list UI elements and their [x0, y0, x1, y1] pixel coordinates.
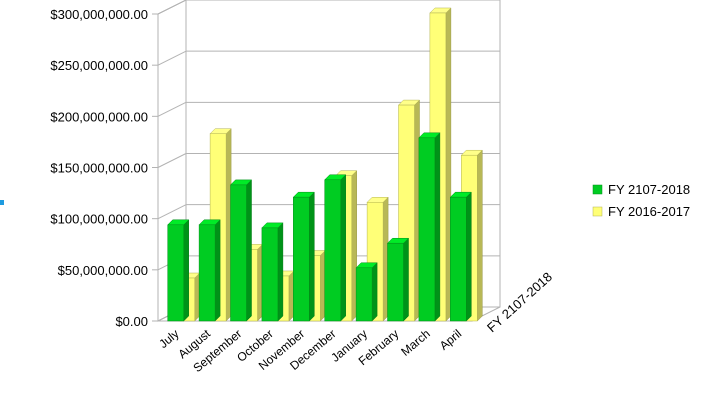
gridline-side	[157, 0, 187, 15]
gridline-side	[157, 50, 187, 66]
bar-fy-2107-2018-january	[355, 262, 378, 322]
legend-swatch	[592, 184, 603, 195]
gridline-side	[157, 204, 187, 220]
bar-fy-2107-2018-february	[386, 237, 410, 322]
bar-fy-2107-2018-october	[261, 222, 284, 322]
bar-fy-2107-2018-march	[418, 132, 441, 322]
legend-label: FY 2016-2017	[608, 204, 690, 219]
y-tick-label: $300,000,000.00	[50, 7, 148, 22]
bar-fy-2107-2018-july	[167, 219, 190, 322]
y-tick-label: $100,000,000.00	[50, 212, 148, 227]
y-tick-label: $0.00	[115, 314, 148, 329]
x-axis-labels: JulyAugustSeptemberOctoberNovemberDecemb…	[156, 326, 464, 375]
y-axis-ticks: $0.00 $50,000,000.00 $100,000,000.00 $150,0…	[50, 7, 148, 329]
legend-swatch	[592, 206, 603, 217]
bar-fy-2107-2018-december	[324, 174, 347, 322]
bar-fy-2107-2018-september	[229, 179, 253, 322]
y-tick-label: $150,000,000.00	[50, 161, 148, 176]
bar-fy-2107-2018-august	[198, 219, 221, 322]
legend: FY 2107-2018 FY 2016-2017	[592, 182, 690, 219]
side-marker	[0, 200, 4, 205]
bar-fy-2107-2018-november	[292, 191, 315, 322]
y-tick-label: $250,000,000.00	[50, 58, 148, 73]
legend-label: FY 2107-2018	[608, 182, 690, 197]
x-tick-label: April	[437, 327, 464, 353]
y-tick-label: $200,000,000.00	[50, 109, 148, 124]
gridline-side	[157, 101, 187, 117]
bar-fy-2107-2018-april	[449, 191, 472, 322]
y-tick-label: $50,000,000.00	[58, 263, 148, 278]
x-tick-label: March	[398, 327, 433, 359]
chart-bars	[167, 7, 483, 322]
gridline-side	[157, 153, 187, 168]
